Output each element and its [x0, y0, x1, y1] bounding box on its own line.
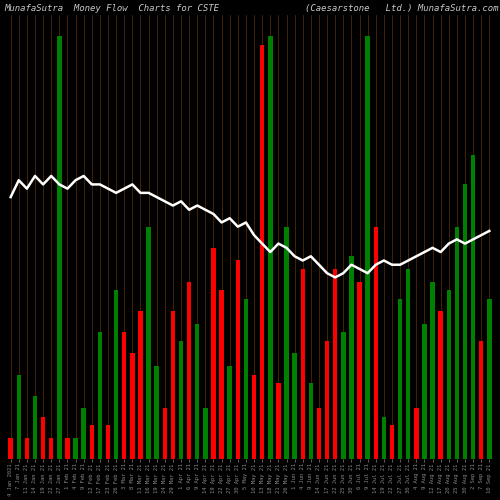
Bar: [74, 438, 78, 459]
Bar: [130, 354, 134, 459]
Bar: [398, 298, 402, 459]
Bar: [195, 324, 200, 459]
Bar: [252, 374, 256, 459]
Bar: [244, 298, 248, 459]
Bar: [276, 383, 280, 459]
Bar: [65, 438, 70, 459]
Bar: [187, 282, 192, 459]
Bar: [333, 269, 338, 459]
Bar: [300, 269, 305, 459]
Bar: [33, 396, 37, 459]
Bar: [162, 408, 167, 459]
Bar: [24, 438, 29, 459]
Bar: [308, 383, 313, 459]
Bar: [203, 408, 207, 459]
Bar: [325, 341, 330, 459]
Bar: [170, 311, 175, 459]
Bar: [471, 155, 476, 459]
Bar: [82, 408, 86, 459]
Bar: [8, 438, 13, 459]
Bar: [57, 36, 62, 459]
Bar: [228, 366, 232, 459]
Bar: [430, 282, 435, 459]
Bar: [179, 341, 184, 459]
Bar: [349, 256, 354, 459]
Bar: [382, 417, 386, 459]
Bar: [138, 311, 142, 459]
Bar: [220, 290, 224, 459]
Bar: [114, 290, 118, 459]
Bar: [268, 36, 272, 459]
Bar: [374, 226, 378, 459]
Bar: [406, 269, 410, 459]
Bar: [49, 438, 54, 459]
Bar: [122, 332, 126, 459]
Bar: [366, 36, 370, 459]
Bar: [90, 426, 94, 459]
Bar: [154, 366, 159, 459]
Bar: [146, 226, 151, 459]
Bar: [479, 341, 484, 459]
Bar: [390, 426, 394, 459]
Bar: [414, 408, 418, 459]
Bar: [98, 332, 102, 459]
Text: MunafaSutra  Money Flow  Charts for CSTE                (Caesarstone   Ltd.) Mun: MunafaSutra Money Flow Charts for CSTE (…: [4, 4, 498, 13]
Bar: [341, 332, 345, 459]
Bar: [422, 324, 426, 459]
Bar: [463, 184, 467, 459]
Bar: [292, 354, 297, 459]
Bar: [236, 260, 240, 459]
Bar: [438, 311, 443, 459]
Bar: [212, 248, 216, 459]
Bar: [16, 374, 21, 459]
Bar: [41, 417, 46, 459]
Bar: [358, 282, 362, 459]
Bar: [487, 298, 492, 459]
Bar: [446, 290, 451, 459]
Bar: [316, 408, 321, 459]
Bar: [260, 45, 264, 459]
Bar: [106, 426, 110, 459]
Bar: [454, 226, 459, 459]
Bar: [284, 226, 288, 459]
